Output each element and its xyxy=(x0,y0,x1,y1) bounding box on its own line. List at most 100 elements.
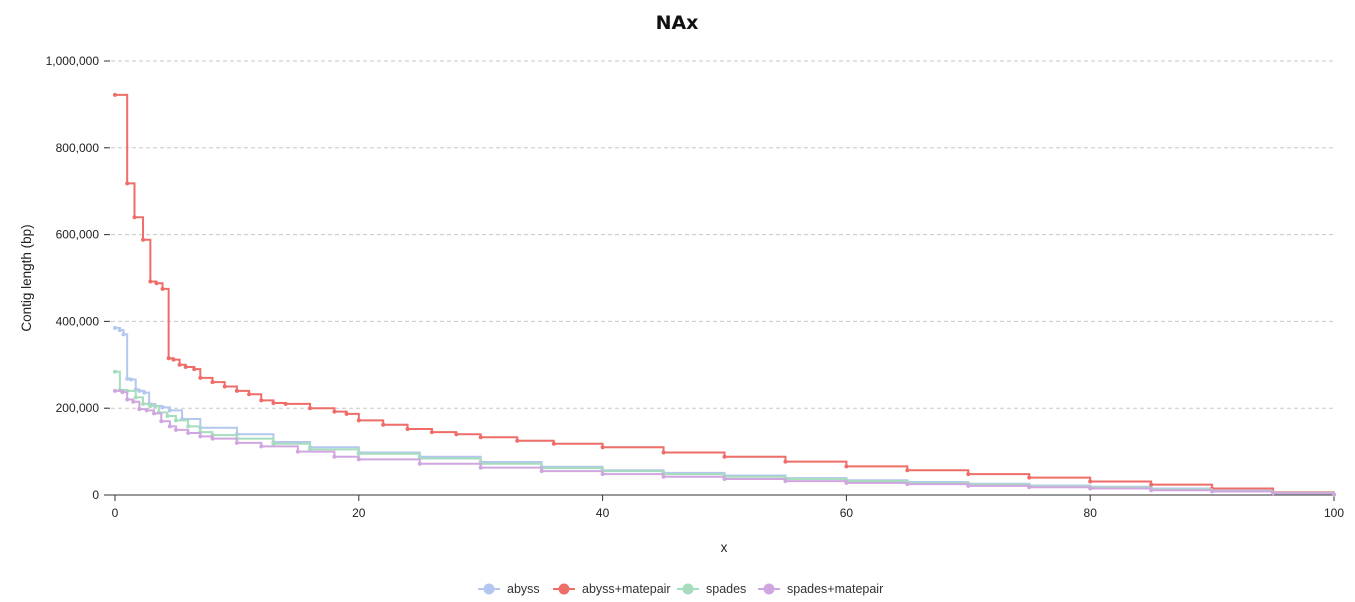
data-point xyxy=(171,357,176,362)
data-point xyxy=(271,400,276,405)
data-point xyxy=(600,472,605,477)
data-point xyxy=(144,408,149,413)
data-point xyxy=(210,380,215,385)
data-point xyxy=(177,362,182,367)
data-point xyxy=(271,441,276,446)
data-point xyxy=(125,397,130,402)
data-point xyxy=(1027,485,1032,490)
data-point xyxy=(198,375,203,380)
data-point xyxy=(332,409,337,414)
data-point xyxy=(141,401,146,406)
legend-marker xyxy=(763,583,775,595)
data-point xyxy=(167,408,172,413)
data-point xyxy=(210,436,215,441)
legend-item[interactable]: spades xyxy=(677,582,746,596)
data-point xyxy=(332,454,337,459)
data-point xyxy=(308,406,313,411)
legend-item[interactable]: abyss+matepair xyxy=(553,582,671,596)
data-point xyxy=(121,332,126,337)
data-point xyxy=(166,356,171,361)
data-point xyxy=(551,441,556,446)
series-abyss xyxy=(113,325,1336,497)
data-point xyxy=(173,427,178,432)
data-point xyxy=(1149,488,1154,493)
data-point xyxy=(844,480,849,485)
data-point xyxy=(1088,479,1093,484)
series-abyss-matepair xyxy=(113,92,1336,497)
data-point xyxy=(234,388,239,393)
data-point xyxy=(159,419,164,424)
data-point xyxy=(186,424,191,429)
legend-item[interactable]: spades+matepair xyxy=(758,582,883,596)
x-tick-label: 60 xyxy=(840,506,854,520)
series-line xyxy=(115,326,1335,495)
data-point xyxy=(128,377,133,382)
series-line xyxy=(115,93,1335,495)
data-point xyxy=(137,407,142,412)
data-point xyxy=(429,430,434,435)
y-tick-label: 800,000 xyxy=(56,141,100,155)
data-point xyxy=(515,438,520,443)
data-point xyxy=(222,384,227,389)
data-point xyxy=(148,279,153,284)
data-point xyxy=(186,430,191,435)
legend: abyss abyss+matepair spades spades+matepair xyxy=(478,582,883,596)
data-point xyxy=(125,376,130,381)
legend-marker xyxy=(682,583,694,595)
data-point xyxy=(133,395,138,400)
data-point xyxy=(1210,489,1215,494)
legend-item[interactable]: abyss xyxy=(478,582,540,596)
data-point xyxy=(966,483,971,488)
data-point xyxy=(454,432,459,437)
data-point xyxy=(173,418,178,423)
data-point xyxy=(192,367,197,372)
gridlines xyxy=(104,60,1335,409)
data-point xyxy=(905,482,910,487)
data-point xyxy=(1088,486,1093,491)
data-point xyxy=(661,450,666,455)
data-point xyxy=(131,399,136,404)
y-tick-label: 200,000 xyxy=(56,401,100,415)
data-point xyxy=(356,457,361,462)
legend-label: spades xyxy=(706,582,746,596)
data-point xyxy=(661,474,666,479)
data-point xyxy=(141,237,146,242)
data-point xyxy=(259,398,264,403)
data-point xyxy=(148,404,153,409)
data-point xyxy=(783,459,788,464)
data-point xyxy=(308,447,313,452)
legend-marker xyxy=(558,583,570,595)
data-point xyxy=(113,369,117,374)
x-tick-label: 20 xyxy=(352,506,366,520)
data-point xyxy=(1149,482,1154,487)
y-tick-label: 600,000 xyxy=(56,228,100,242)
data-point xyxy=(966,472,971,477)
data-point xyxy=(117,328,122,333)
data-point xyxy=(160,405,165,410)
x-tick-label: 40 xyxy=(596,506,610,520)
x-tick-label: 80 xyxy=(1084,506,1098,520)
data-point xyxy=(183,364,188,369)
data-point xyxy=(1271,491,1276,496)
data-point xyxy=(247,392,252,397)
data-point xyxy=(125,181,130,186)
data-point xyxy=(120,390,125,395)
legend-label: abyss+matepair xyxy=(582,582,671,596)
y-tick-label: 1,000,000 xyxy=(46,54,100,68)
series-lines xyxy=(113,92,1336,497)
x-tick-label: 100 xyxy=(1324,506,1344,520)
data-point xyxy=(722,454,727,459)
data-point xyxy=(417,461,422,466)
legend-marker xyxy=(483,583,495,595)
data-point xyxy=(113,92,117,97)
data-point xyxy=(154,281,159,286)
chart-title: NAx xyxy=(656,12,699,34)
data-point xyxy=(113,388,117,393)
data-point xyxy=(295,449,300,454)
data-point xyxy=(344,411,349,416)
data-point xyxy=(283,401,288,406)
data-point xyxy=(160,286,165,291)
data-point xyxy=(132,215,137,220)
